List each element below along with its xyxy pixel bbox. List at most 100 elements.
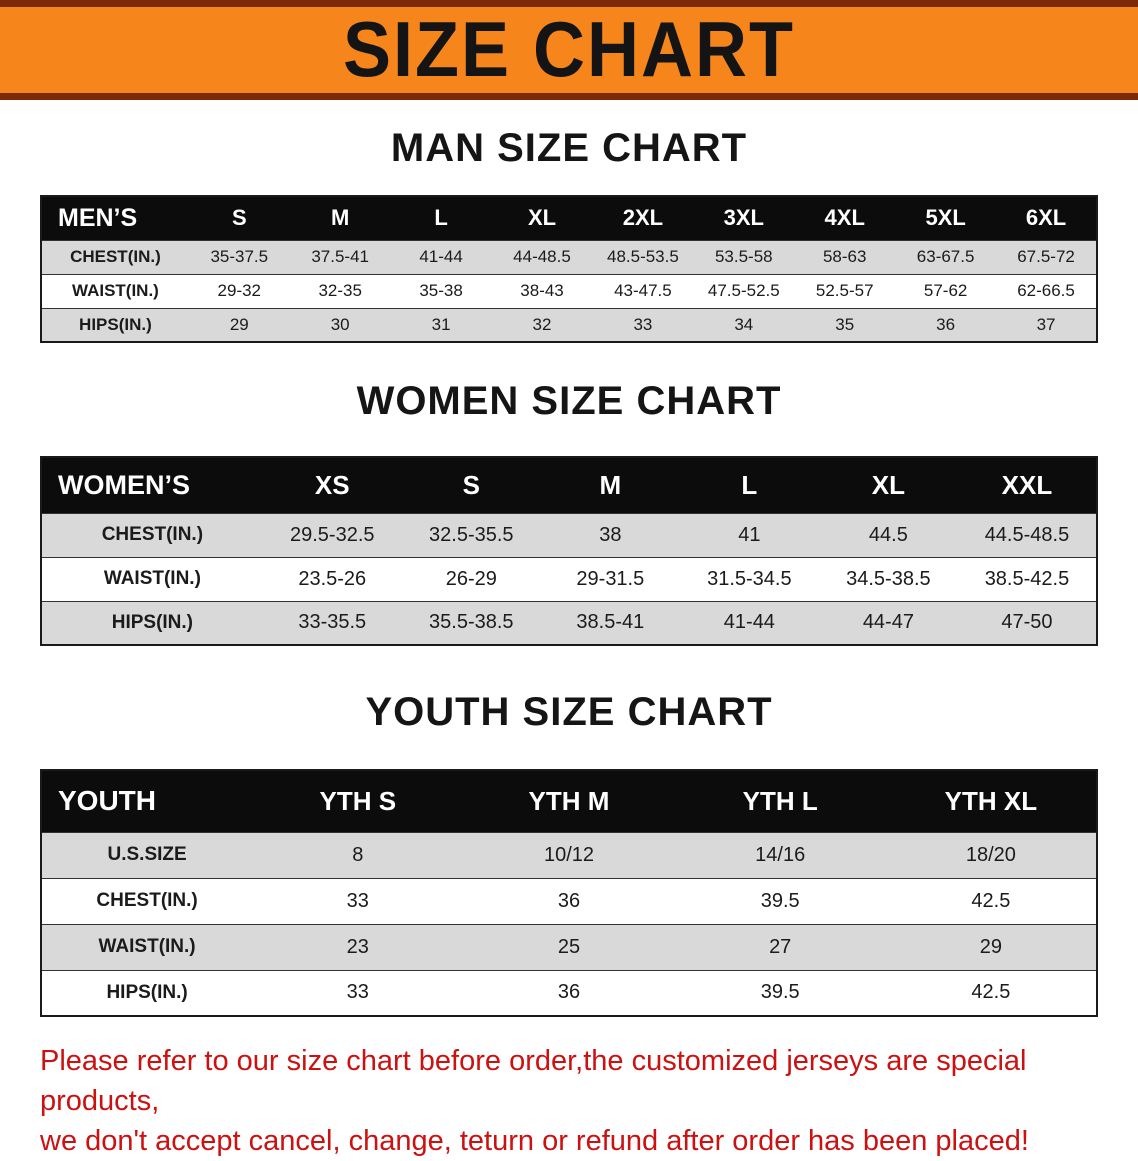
size-value: 63-67.5 [895, 239, 997, 274]
size-value: 39.5 [674, 877, 886, 924]
table-row: U.S.SIZE 8 10/12 14/16 18/20 [41, 831, 1097, 878]
size-column-header: L [390, 196, 492, 240]
size-value: 52.5-57 [794, 273, 896, 308]
size-value: 53.5-58 [693, 239, 795, 274]
size-column-header: XXL [957, 457, 1097, 513]
table-row: CHEST(IN.) 35-37.5 37.5-41 41-44 44-48.5 48.5… [41, 239, 1097, 274]
size-value: 44-48.5 [491, 239, 593, 274]
size-column-header: M [540, 457, 680, 513]
size-value: 35-38 [390, 273, 492, 308]
size-value: 34.5-38.5 [818, 556, 958, 601]
measurement-label: WAIST(IN.) [41, 556, 263, 601]
size-column-header: YTH M [463, 770, 675, 832]
table-row: HIPS(IN.) 33-35.5 35.5-38.5 38.5-41 41-44 44-… [41, 600, 1097, 645]
size-value: 23 [252, 923, 464, 970]
size-value: 39.5 [674, 969, 886, 1016]
measurement-label: WAIST(IN.) [41, 273, 189, 308]
table-row: WAIST(IN.) 23.5-26 26-29 29-31.5 31.5-34.5 34… [41, 556, 1097, 601]
size-column-header: S [188, 196, 290, 240]
youth-size-table: YOUTH YTH S YTH M YTH L YTH XL U.S.SIZE 8 10/12… [40, 769, 1098, 1017]
size-value: 10/12 [463, 831, 675, 878]
notice-line: we don't accept cancel, change, teturn o… [40, 1125, 1029, 1157]
size-value: 36 [463, 969, 675, 1016]
size-value: 30 [289, 307, 391, 342]
table-row: CHEST(IN.) 33 36 39.5 42.5 [41, 877, 1097, 924]
man-size-table: MEN’S S M L XL 2XL 3XL 4XL 5XL 6XL CHEST(IN.) 35-37… [40, 195, 1098, 343]
size-value: 37.5-41 [289, 239, 391, 274]
measurement-label: WAIST(IN.) [41, 923, 253, 970]
size-value: 38-43 [491, 273, 593, 308]
size-column-header: M [289, 196, 391, 240]
banner: SIZE CHART [0, 0, 1138, 100]
size-value: 29-31.5 [540, 556, 680, 601]
size-column-header: YTH S [252, 770, 464, 832]
size-value: 23.5-26 [262, 556, 402, 601]
size-value: 44.5-48.5 [957, 512, 1097, 557]
women-size-section: WOMEN SIZE CHART WOMEN’S XS S M L XL XXL CHEST(… [0, 379, 1138, 646]
size-value: 41-44 [390, 239, 492, 274]
size-value: 43-47.5 [592, 273, 694, 308]
youth-size-heading: YOUTH SIZE CHART [365, 690, 773, 734]
size-column-header: 6XL [996, 196, 1097, 240]
size-column-header: 3XL [693, 196, 795, 240]
size-value: 37 [996, 307, 1097, 342]
size-value: 33 [592, 307, 694, 342]
size-value: 26-29 [401, 556, 541, 601]
size-value: 31 [390, 307, 492, 342]
size-value: 31.5-34.5 [679, 556, 819, 601]
size-value: 44-47 [818, 600, 958, 645]
size-value: 38 [540, 512, 680, 557]
size-value: 48.5-53.5 [592, 239, 694, 274]
size-value: 29-32 [188, 273, 290, 308]
size-value: 38.5-41 [540, 600, 680, 645]
women-size-table: WOMEN’S XS S M L XL XXL CHEST(IN.) 29.5-32.5 32.5… [40, 456, 1098, 646]
table-row: WAIST(IN.) 23 25 27 29 [41, 923, 1097, 970]
size-value: 62-66.5 [996, 273, 1097, 308]
size-value: 29.5-32.5 [262, 512, 402, 557]
size-column-header: YTH XL [885, 770, 1097, 832]
size-column-header: L [679, 457, 819, 513]
table-row: WAIST(IN.) 29-32 32-35 35-38 38-43 43-47.5 47.… [41, 273, 1097, 308]
notice-line: Please refer to our size chart before or… [40, 1045, 1027, 1117]
measurement-label: CHEST(IN.) [41, 239, 189, 274]
size-column-header: XL [491, 196, 593, 240]
size-value: 42.5 [885, 969, 1097, 1016]
size-value: 35-37.5 [188, 239, 290, 274]
size-value: 35 [794, 307, 896, 342]
size-value: 33 [252, 877, 464, 924]
size-value: 38.5-42.5 [957, 556, 1097, 601]
size-value: 33 [252, 969, 464, 1016]
table-row: HIPS(IN.) 33 36 39.5 42.5 [41, 969, 1097, 1016]
measurement-label: CHEST(IN.) [41, 512, 263, 557]
size-value: 47.5-52.5 [693, 273, 795, 308]
size-value: 29 [188, 307, 290, 342]
size-value: 67.5-72 [996, 239, 1097, 274]
size-column-header: 2XL [592, 196, 694, 240]
size-value: 35.5-38.5 [401, 600, 541, 645]
table-title-cell: MEN’S [41, 196, 189, 240]
header-row: WOMEN’S XS S M L XL XXL [41, 457, 1097, 513]
measurement-label: U.S.SIZE [41, 831, 253, 878]
youth-size-section: YOUTH SIZE CHART YOUTH YTH S YTH M YTH L YTH… [0, 690, 1138, 1017]
size-value: 14/16 [674, 831, 886, 878]
page-title: SIZE CHART [343, 6, 795, 94]
size-value: 25 [463, 923, 675, 970]
size-value: 42.5 [885, 877, 1097, 924]
size-value: 8 [252, 831, 464, 878]
size-value: 32 [491, 307, 593, 342]
size-value: 47-50 [957, 600, 1097, 645]
table-row: CHEST(IN.) 29.5-32.5 32.5-35.5 38 41 44.5 44.5… [41, 512, 1097, 557]
size-column-header: 4XL [794, 196, 896, 240]
table-title-cell: WOMEN’S [41, 457, 263, 513]
size-column-header: 5XL [895, 196, 997, 240]
size-value: 57-62 [895, 273, 997, 308]
size-value: 41 [679, 512, 819, 557]
order-notice: Please refer to our size chart before or… [40, 1041, 1098, 1161]
measurement-label: HIPS(IN.) [41, 600, 263, 645]
size-column-header: XS [262, 457, 402, 513]
size-column-header: S [401, 457, 541, 513]
size-value: 33-35.5 [262, 600, 402, 645]
size-value: 32.5-35.5 [401, 512, 541, 557]
size-value: 18/20 [885, 831, 1097, 878]
size-value: 44.5 [818, 512, 958, 557]
